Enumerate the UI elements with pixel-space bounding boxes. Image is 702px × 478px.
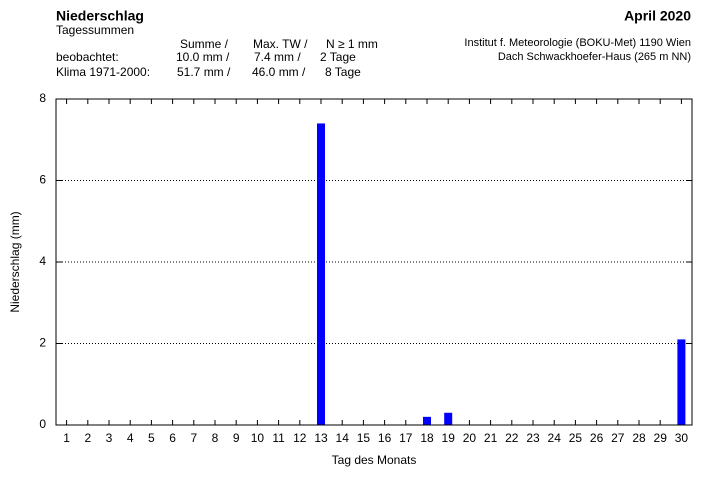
x-tick-label: 23 [526, 431, 540, 445]
x-axis-label: Tag des Monats [332, 453, 417, 467]
date-label: April 2020 [624, 8, 691, 24]
chart-subtitle: Tagessummen [56, 23, 134, 37]
summary-cell: beobachtet: [56, 50, 119, 64]
x-tick-label: 17 [399, 431, 413, 445]
summary-header: Max. TW / [253, 37, 308, 51]
x-tick-label: 11 [272, 431, 285, 445]
x-tick-label: 5 [148, 431, 155, 445]
x-tick-label: 9 [233, 431, 240, 445]
x-tick-label: 20 [463, 431, 477, 445]
x-tick-label: 26 [590, 431, 604, 445]
y-tick-label: 6 [39, 173, 46, 187]
x-tick-label: 1 [63, 431, 70, 445]
summary-cell: Klima 1971-2000: [56, 65, 150, 79]
bar [423, 416, 431, 425]
y-tick-label: 4 [39, 254, 46, 268]
chart-title: Niederschlag [56, 8, 144, 24]
x-tick-label: 30 [675, 431, 689, 445]
x-tick-label: 3 [106, 431, 113, 445]
x-tick-label: 27 [611, 431, 625, 445]
bar [317, 123, 325, 425]
summary-cell: 46.0 mm / [252, 65, 306, 79]
x-tick-label: 4 [127, 431, 134, 445]
x-tick-label: 24 [548, 431, 562, 445]
bar [677, 339, 686, 425]
x-tick-label: 18 [420, 431, 434, 445]
source-line: Institut f. Meteorologie (BOKU-Met) 1190… [464, 37, 691, 49]
summary-header: N ≥ 1 mm [326, 37, 378, 51]
summary-cell: 8 Tage [325, 65, 361, 79]
y-axis-label: Niederschlag (mm) [8, 211, 22, 312]
x-tick-label: 12 [293, 431, 307, 445]
x-tick-label: 19 [442, 431, 456, 445]
x-tick-label: 29 [654, 431, 668, 445]
bar [444, 412, 453, 425]
source-line: Dach Schwackhoefer-Haus (265 m NN) [498, 51, 691, 63]
x-tick-label: 21 [484, 431, 498, 445]
y-tick-label: 0 [39, 417, 46, 431]
x-tick-label: 8 [212, 431, 219, 445]
x-tick-label: 28 [632, 431, 646, 445]
summary-cell: 51.7 mm / [177, 65, 231, 79]
x-tick-label: 16 [378, 431, 392, 445]
x-tick-label: 22 [505, 431, 519, 445]
plot-frame [55, 98, 693, 426]
x-tick-label: 13 [314, 431, 328, 445]
x-tick-label: 6 [169, 431, 176, 445]
summary-cell: 2 Tage [320, 50, 356, 64]
x-tick-label: 15 [357, 431, 371, 445]
x-tick-label: 2 [84, 431, 91, 445]
summary-cell: 10.0 mm / [176, 50, 230, 64]
x-tick-label: 14 [336, 431, 350, 445]
summary-cell: 7.4 mm / [254, 50, 301, 64]
x-tick-label: 25 [569, 431, 583, 445]
x-tick-label: 10 [251, 431, 265, 445]
x-tick-label: 7 [190, 431, 197, 445]
y-tick-label: 8 [39, 91, 46, 105]
y-tick-label: 2 [39, 336, 46, 350]
summary-header: Summe / [180, 37, 229, 51]
